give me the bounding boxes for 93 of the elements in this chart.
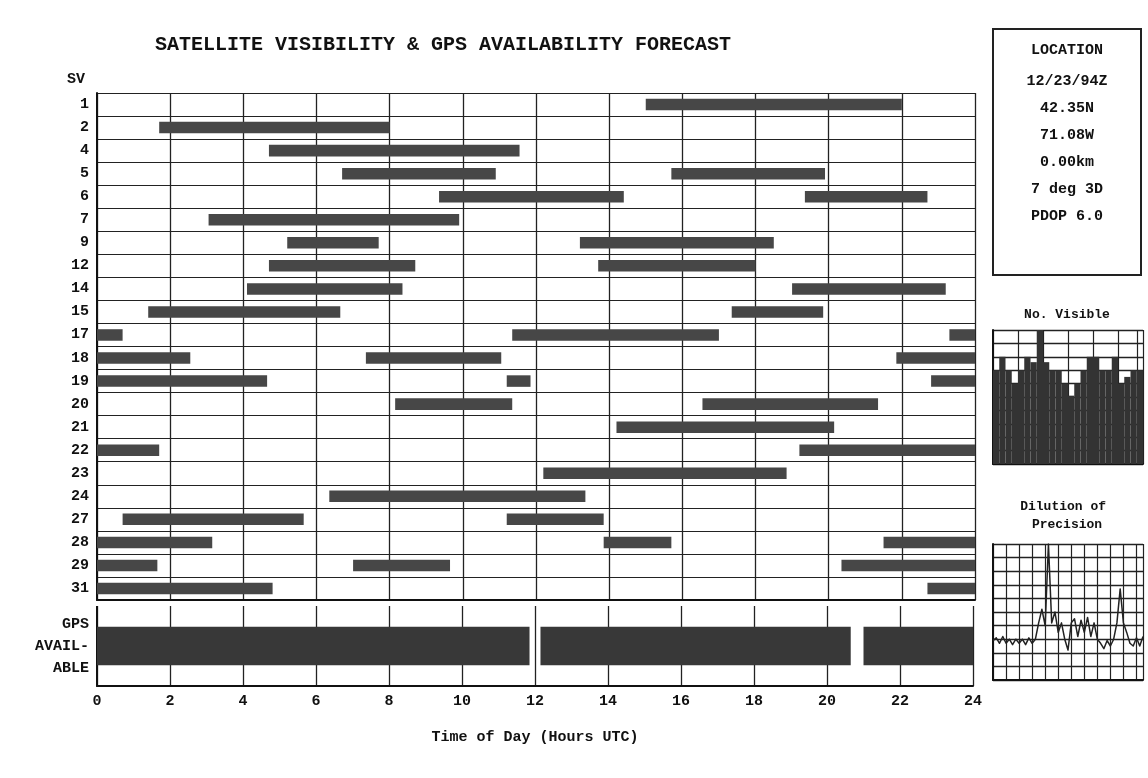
x-tick-label: 24 — [963, 693, 983, 710]
x-tick-label: 18 — [744, 693, 764, 710]
bar — [603, 536, 672, 549]
text: LOCATION — [1030, 42, 1104, 59]
bar — [949, 329, 975, 341]
bar — [792, 283, 946, 295]
y-tick-label: 19 — [70, 372, 89, 390]
y-tick-label: 12 — [70, 257, 89, 275]
bar — [927, 582, 975, 595]
bar — [598, 260, 756, 272]
text: 0.00km — [1039, 154, 1095, 171]
bar — [159, 121, 390, 134]
chart-title: SATELLITE VISIBILITY & GPS AVAILABILITY FORECAST — [155, 32, 732, 56]
y-tick-label: 2 — [79, 119, 89, 137]
bar — [931, 375, 975, 387]
y-tick-label: 4 — [79, 142, 89, 160]
bar — [841, 559, 975, 572]
x-tick-label: 2 — [165, 693, 175, 710]
x-tick-label: 14 — [598, 693, 618, 710]
bar — [122, 513, 304, 526]
bar — [97, 536, 213, 549]
bar — [731, 306, 824, 318]
bar — [645, 98, 902, 111]
bar — [353, 559, 451, 572]
x-axis-title: Time of Day (Hours UTC) — [431, 729, 639, 746]
bar — [883, 536, 975, 549]
x-tick-label: 0 — [92, 693, 102, 710]
y-tick-label: 23 — [70, 464, 89, 482]
bar — [616, 421, 835, 433]
x-tick-label: 16 — [671, 693, 691, 710]
chart-title: No. Visible — [1024, 306, 1111, 322]
bar — [506, 513, 604, 526]
bar — [863, 626, 973, 666]
y-tick-label: 22 — [70, 441, 89, 459]
y-tick-label: 27 — [70, 510, 89, 528]
bar — [97, 352, 191, 364]
x-tick-label: 22 — [890, 693, 910, 710]
bar — [804, 190, 928, 203]
y-tick-label: 15 — [70, 303, 89, 321]
bar — [148, 306, 341, 318]
bar — [365, 352, 502, 364]
y-tick-label: 7 — [79, 211, 89, 229]
bar — [97, 559, 158, 572]
y-tick-label: 14 — [70, 280, 89, 298]
bar — [97, 626, 530, 666]
text: PDOP 6.0 — [1030, 208, 1104, 225]
text: 12/23/94Z — [1025, 73, 1109, 90]
bar — [512, 329, 719, 341]
y-tick-label: 31 — [70, 579, 89, 597]
chart-title: Dilution of Precision — [1020, 498, 1114, 532]
x-tick-label: 12 — [525, 693, 545, 710]
bar — [97, 582, 273, 595]
bar — [395, 398, 513, 410]
y-tick-label: 21 — [70, 418, 89, 436]
bar — [246, 283, 403, 295]
bar — [329, 490, 586, 503]
bar — [799, 444, 975, 456]
y-tick-label: 17 — [70, 326, 89, 344]
bar — [268, 144, 520, 157]
bar — [342, 167, 496, 180]
bar — [702, 398, 879, 410]
y-tick-label: 20 — [70, 395, 89, 413]
text: 7 deg 3D — [1030, 181, 1104, 198]
text: 71.08W — [1039, 127, 1095, 144]
bar — [671, 167, 826, 180]
y-tick-label: 9 — [79, 234, 89, 252]
x-tick-label: 4 — [238, 693, 248, 710]
x-tick-label: 8 — [384, 693, 394, 710]
bar — [543, 467, 787, 480]
bar — [579, 237, 774, 249]
bar — [540, 626, 851, 666]
y-tick-label: GPS AVAIL-ABLE — [34, 615, 89, 677]
bar — [896, 352, 975, 364]
y-tick-label: 24 — [70, 487, 89, 505]
y-axis-title: SV — [66, 71, 85, 88]
x-tick-label: 6 — [311, 693, 321, 710]
y-tick-label: 29 — [70, 556, 89, 574]
y-tick-label: 28 — [70, 533, 89, 551]
bar — [97, 444, 160, 456]
x-tick-label: 20 — [817, 693, 837, 710]
bar — [97, 375, 268, 387]
bar — [97, 329, 123, 341]
bar — [208, 213, 460, 226]
x-tick-label: 10 — [452, 693, 472, 710]
y-tick-label: 18 — [70, 349, 89, 367]
bar — [287, 237, 379, 249]
y-tick-label: 5 — [79, 165, 89, 183]
text: 42.35N — [1039, 100, 1095, 117]
y-tick-label: 6 — [79, 188, 89, 206]
y-tick-label: 1 — [79, 96, 89, 114]
bar — [506, 375, 531, 387]
bar — [439, 190, 624, 203]
bar — [268, 260, 416, 272]
